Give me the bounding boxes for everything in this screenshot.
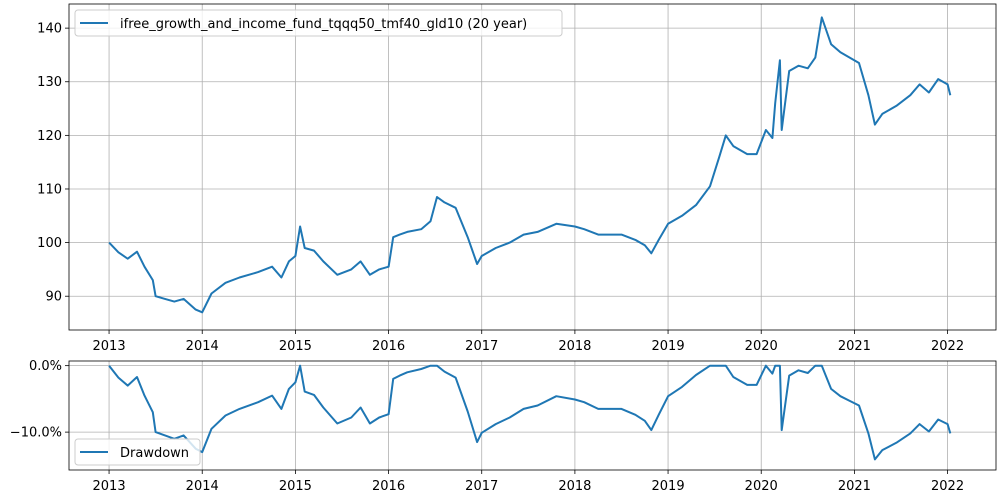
y-tick-label: −10.0%: [10, 426, 62, 441]
price-plot-frame: [68, 3, 997, 331]
price-plot-area: [69, 4, 996, 330]
y-tick-label: 130: [37, 75, 62, 90]
y-tick-label: 140: [37, 22, 62, 37]
y-tick-label: 0.0%: [29, 359, 62, 374]
x-tick-label: 2013: [93, 339, 126, 354]
price-legend-box: [74, 9, 563, 37]
x-tick-label: 2020: [745, 339, 778, 354]
drawdown-legend-box: [74, 438, 201, 466]
price-legend-label: ifree_growth_and_income_fund_tqqq50_tmf4…: [120, 17, 527, 32]
drawdown-series-line: [108, 364, 952, 461]
x-tick-label: 2014: [186, 479, 219, 494]
x-tick-label: 2015: [279, 339, 312, 354]
drawdown-panel: 2013 2014 2015 2016 2017 2018 2019 2020 2021 2022…: [10, 359, 997, 494]
drawdown-plot-area: [69, 361, 996, 470]
x-tick-label: 2020: [745, 479, 778, 494]
x-tick-label: 2021: [838, 479, 871, 494]
x-tick-label: 2017: [465, 339, 498, 354]
drawdown-axis-ticks: 2013 2014 2015 2016 2017 2018 2019 2020 2021 2022…: [10, 359, 964, 494]
x-tick-label: 2022: [931, 479, 964, 494]
y-tick-label: 120: [37, 129, 62, 144]
drawdown-gridlines: [69, 361, 996, 470]
y-tick-label: 110: [37, 182, 62, 197]
x-tick-label: 2014: [186, 339, 219, 354]
x-tick-label: 2017: [465, 479, 498, 494]
x-tick-label: 2013: [93, 479, 126, 494]
drawdown-legend: Drawdown: [74, 438, 201, 466]
y-tick-label: 90: [45, 290, 62, 305]
x-tick-label: 2021: [838, 339, 871, 354]
price-gridlines: [69, 4, 996, 330]
x-tick-label: 2016: [372, 339, 405, 354]
x-tick-label: 2015: [279, 479, 312, 494]
x-tick-label: 2016: [372, 479, 405, 494]
x-tick-label: 2018: [558, 339, 591, 354]
price-series-line: [108, 16, 952, 314]
x-tick-label: 2019: [652, 479, 685, 494]
x-tick-label: 2018: [558, 479, 591, 494]
x-tick-label: 2022: [931, 339, 964, 354]
x-tick-label: 2019: [652, 339, 685, 354]
drawdown-legend-label: Drawdown: [120, 446, 189, 461]
price-axis-ticks: 2013 2014 2015 2016 2017 2018 2019 2020 2021 2022…: [37, 22, 964, 354]
price-legend: ifree_growth_and_income_fund_tqqq50_tmf4…: [74, 9, 563, 37]
drawdown-plot-frame: [68, 360, 997, 471]
price-panel: 2013 2014 2015 2016 2017 2018 2019 2020 2021 2022…: [37, 3, 997, 354]
y-tick-label: 100: [37, 236, 62, 251]
